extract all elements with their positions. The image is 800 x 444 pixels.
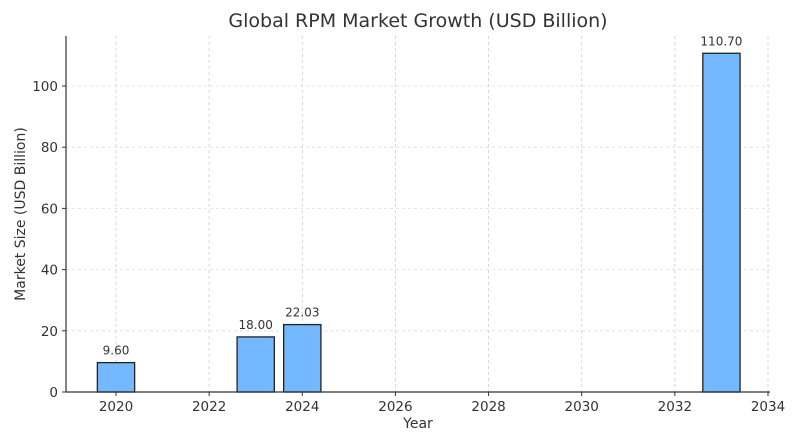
y-tick-label: 40 <box>41 263 58 279</box>
bar-2033 <box>702 52 741 393</box>
grid-lines <box>66 36 770 392</box>
x-tick-label: 2024 <box>285 399 319 415</box>
bar-value-label-2024: 22.03 <box>285 306 319 320</box>
x-tick-label: 2022 <box>192 399 226 415</box>
y-tick-label: 0 <box>49 385 58 401</box>
y-tick-label: 60 <box>41 201 58 217</box>
bar-value-label-2020: 9.60 <box>103 344 130 358</box>
x-tick-label: 2034 <box>751 399 785 415</box>
bar-value-labels: 9.60 18.00 22.03 110.70 <box>103 34 743 357</box>
bar-2023 <box>236 336 275 393</box>
y-axis-label: Market Size (USD Billion) <box>13 127 29 301</box>
bars <box>96 52 741 393</box>
y-axis-ticks: 0 20 40 60 80 100 <box>32 79 66 401</box>
x-tick-label: 2032 <box>658 399 692 415</box>
bar-2020 <box>96 361 136 393</box>
x-tick-label: 2028 <box>471 399 505 415</box>
x-axis-label: Year <box>402 416 433 432</box>
chart-title: Global RPM Market Growth (USD Billion) <box>228 10 607 32</box>
bar-2024 <box>283 323 322 393</box>
x-tick-label: 2030 <box>565 399 599 415</box>
x-axis-ticks: 2020 2022 2024 2026 2028 2030 2032 2034 <box>99 392 785 415</box>
x-tick-label: 2020 <box>99 399 133 415</box>
y-tick-label: 80 <box>41 140 58 156</box>
y-tick-label: 20 <box>41 324 58 340</box>
x-tick-label: 2026 <box>378 399 412 415</box>
y-tick-label: 100 <box>32 79 58 95</box>
bar-value-label-2023: 18.00 <box>239 318 273 332</box>
bar-value-label-2033: 110.70 <box>700 34 742 48</box>
